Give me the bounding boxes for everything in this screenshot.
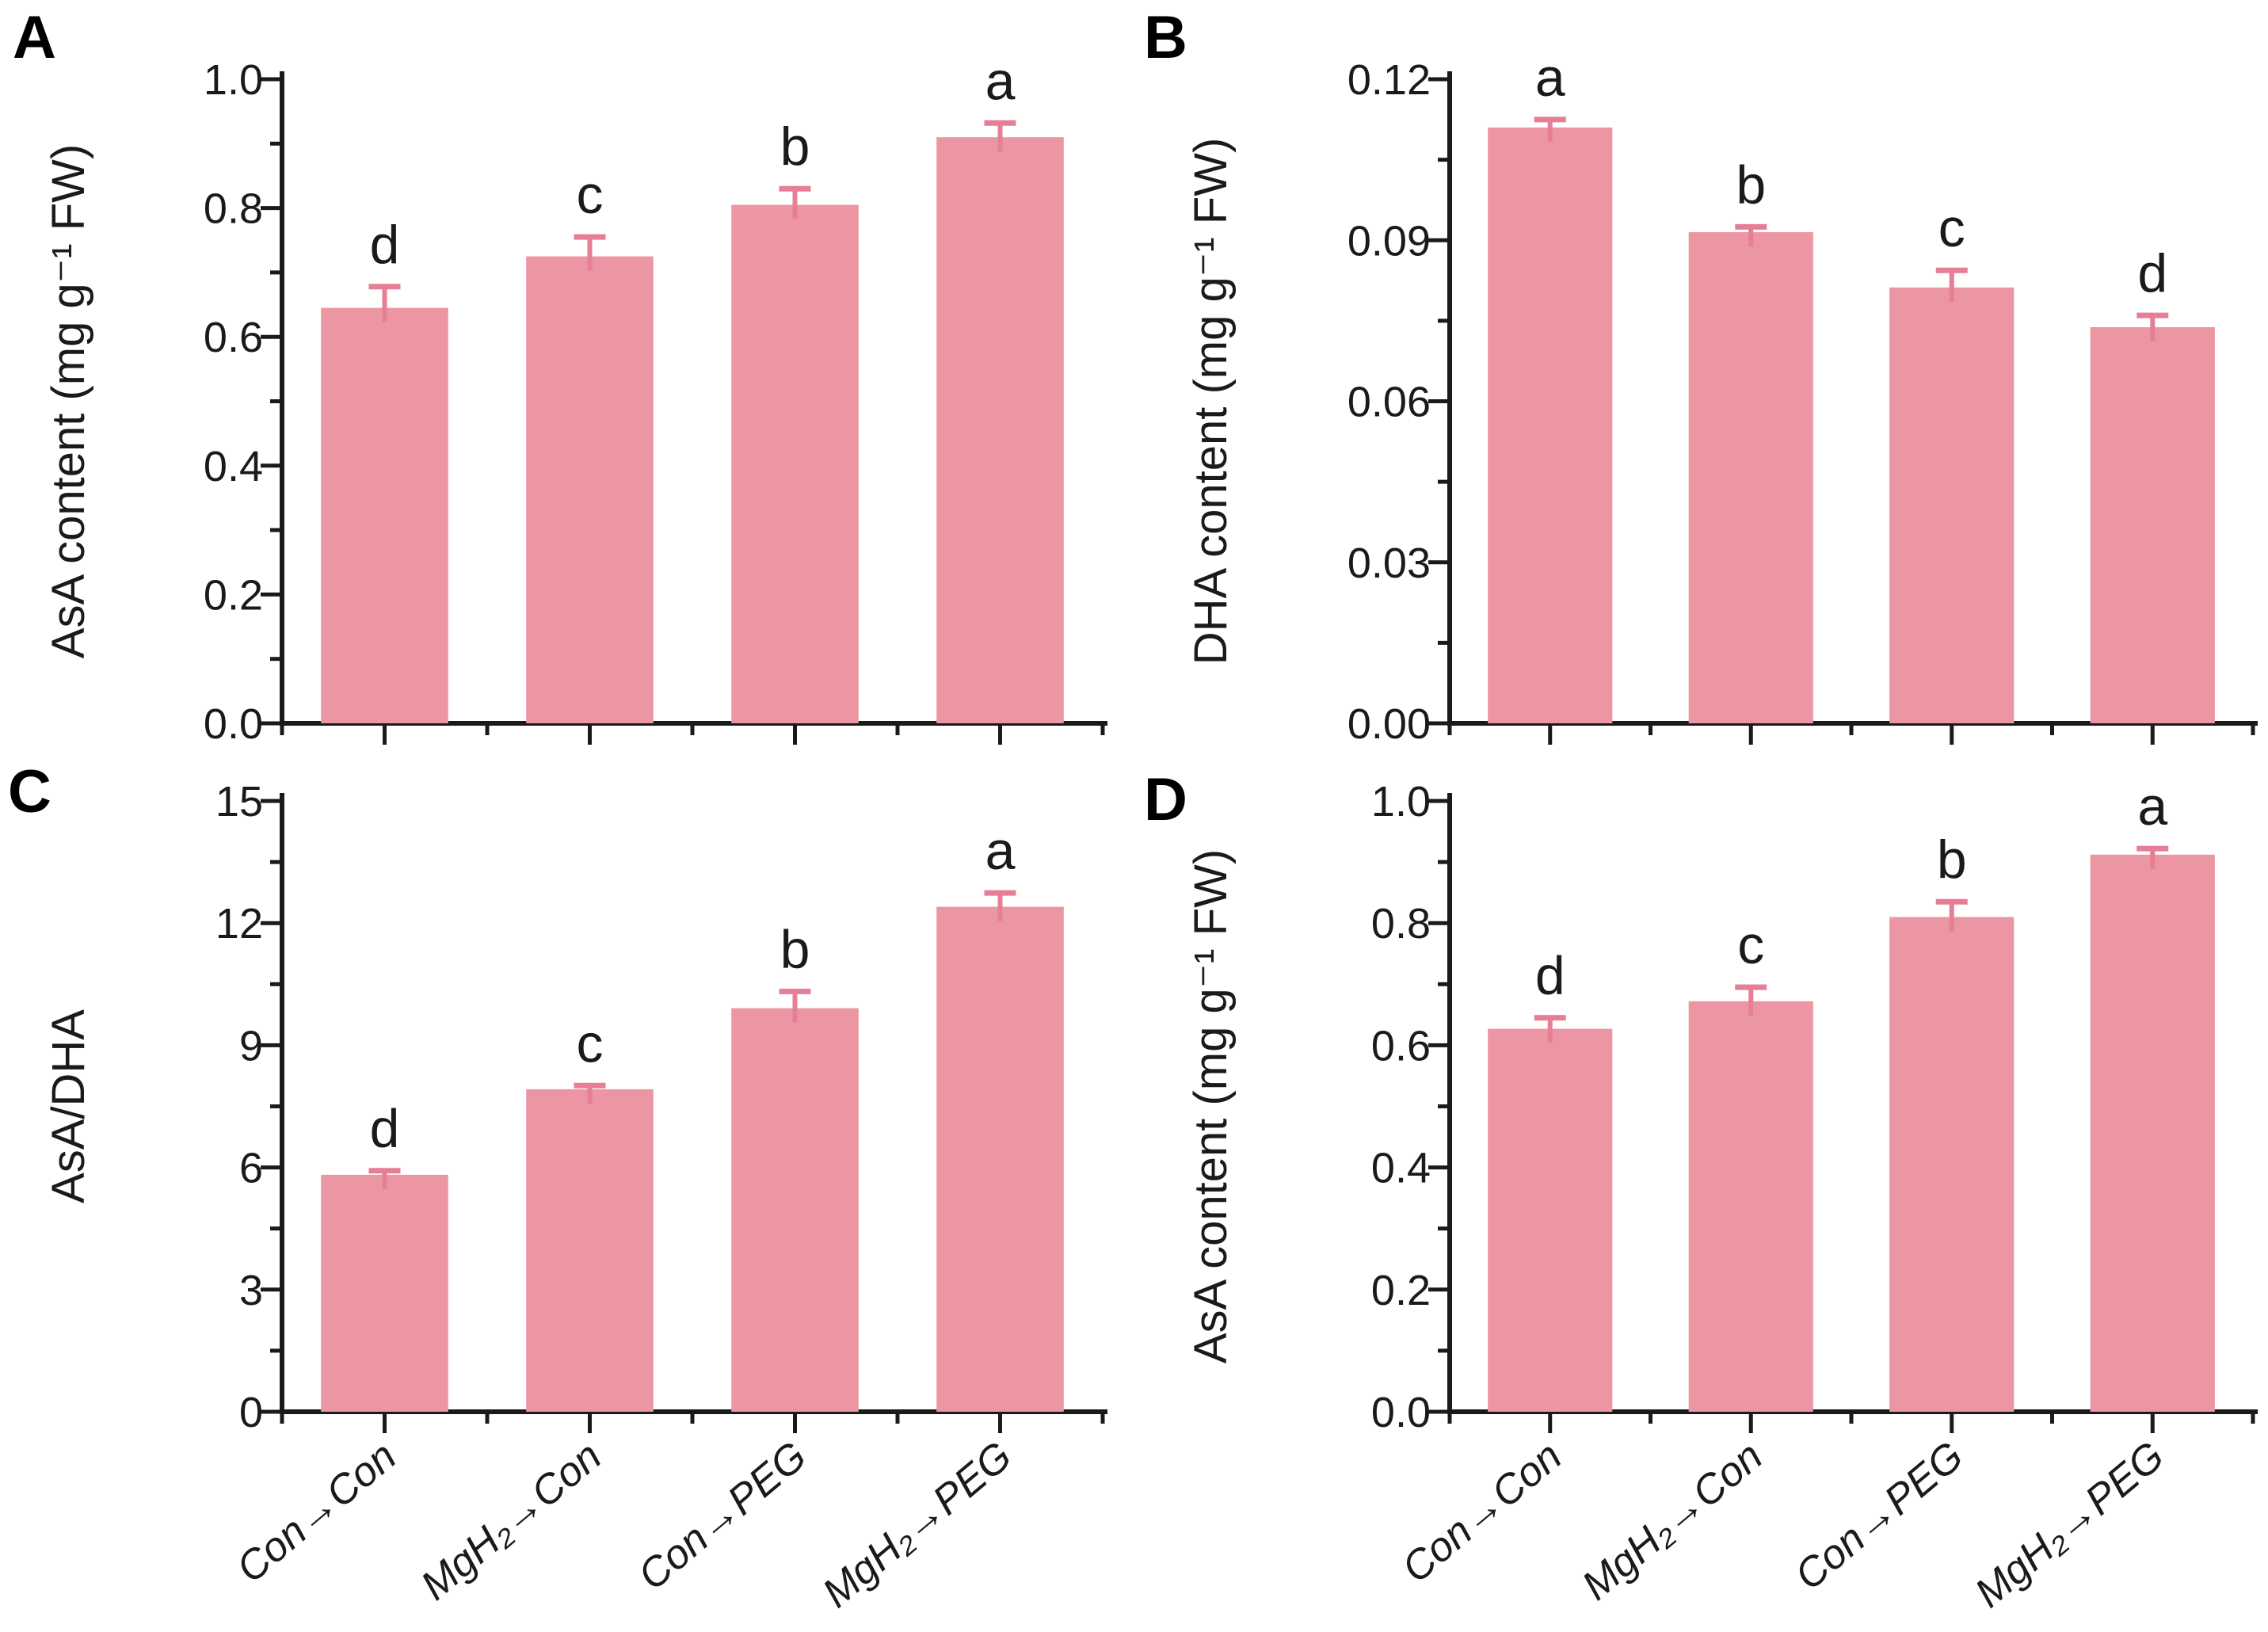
bar-3 <box>731 204 859 723</box>
x-tick-label: Con→Con <box>228 1433 405 1592</box>
y-tick-label: 0.6 <box>204 314 263 361</box>
y-axis-title: DHA content (mg g⁻¹ FW) <box>1185 138 1237 665</box>
bar-2 <box>1688 232 1813 723</box>
bar-3 <box>1889 917 2015 1412</box>
y-tick-label: 0.0 <box>1371 1389 1431 1436</box>
y-tick-label: 12 <box>215 900 263 948</box>
y-tick-label: 3 <box>239 1267 263 1314</box>
panel-b-chart: 0.00 0.03 0.06 0.09 0.12 a b c d DHA content (mg … <box>1185 48 2258 748</box>
x-tick-label: Con→Con <box>1393 1433 1570 1592</box>
x-tick-label: MgH₂→Con <box>413 1433 610 1609</box>
significance-letter: d <box>2137 243 2167 303</box>
y-axis-title: AsA/DHA <box>43 1009 94 1203</box>
y-tick-label: 0.4 <box>204 443 263 490</box>
y-tick-label: 0.8 <box>1371 900 1431 948</box>
bar-1 <box>321 1174 448 1412</box>
significance-letter: d <box>370 1099 400 1159</box>
significance-letter: c <box>577 1013 604 1073</box>
panel-letter-b: B <box>1144 4 1187 71</box>
significance-letter: c <box>1938 198 1965 258</box>
panel-letter-d: D <box>1144 766 1187 833</box>
bar-4 <box>936 137 1064 724</box>
y-tick-label: 0.0 <box>204 700 263 748</box>
significance-letter: b <box>780 116 810 177</box>
bar-4 <box>2090 327 2215 723</box>
y-tick-label: 9 <box>239 1022 263 1070</box>
y-tick-label: 0.8 <box>204 185 263 233</box>
y-tick-label: 1.0 <box>204 56 263 104</box>
y-tick-label: 0.00 <box>1347 700 1431 748</box>
significance-letter: a <box>985 51 1016 111</box>
x-tick-label: MgH₂→PEG <box>1966 1433 2173 1617</box>
bar-4 <box>2090 854 2215 1412</box>
y-tick-label: 0.12 <box>1347 56 1431 104</box>
panel-d-chart: 0.0 0.2 0.4 0.6 0.8 1.0 d Con→Con c MgH₂→Con b Con→… <box>1185 776 2258 1617</box>
significance-letter: c <box>1737 915 1764 975</box>
y-tick-label: 0.2 <box>204 571 263 619</box>
y-tick-label: 6 <box>239 1145 263 1192</box>
x-tick-label: MgH₂→PEG <box>814 1433 1021 1617</box>
panel-letter-a: A <box>13 4 56 71</box>
x-tick-label: Con→PEG <box>1786 1433 1972 1600</box>
y-tick-label: 0.4 <box>1371 1145 1431 1192</box>
y-axis-title: AsA content (mg g⁻¹ FW) <box>1185 849 1237 1363</box>
y-tick-label: 15 <box>215 778 263 826</box>
significance-letter: d <box>370 215 400 275</box>
panel-a-chart: 0.0 0.2 0.4 0.6 0.8 1.0 d c b a AsA content (mg g⁻… <box>43 51 1107 748</box>
y-tick-label: 0.06 <box>1347 379 1431 426</box>
bar-1 <box>1488 1028 1613 1412</box>
significance-letter: b <box>1736 154 1766 215</box>
significance-letter: a <box>985 821 1016 881</box>
panel-letter-c: C <box>8 758 51 826</box>
bar-3 <box>1889 287 2015 723</box>
significance-letter: d <box>1535 946 1565 1006</box>
y-tick-label: 1.0 <box>1371 778 1431 826</box>
y-tick-label: 0.6 <box>1371 1022 1431 1070</box>
significance-letter: a <box>1535 48 1565 108</box>
significance-letter: c <box>577 165 604 225</box>
bar-4 <box>936 906 1064 1412</box>
panel-c-chart: 0 3 6 9 12 15 d Con→Con c MgH₂→Con b Con→PEG a MgH₂→P… <box>43 778 1107 1617</box>
y-tick-label: 0.2 <box>1371 1267 1431 1314</box>
bar-1 <box>1488 127 1613 724</box>
significance-letter: a <box>2137 776 2167 837</box>
x-tick-label: MgH₂→Con <box>1573 1433 1771 1609</box>
bar-2 <box>526 256 654 723</box>
bar-3 <box>731 1008 859 1412</box>
x-tick-label: Con→PEG <box>630 1433 815 1600</box>
bar-2 <box>1688 1001 1813 1412</box>
y-tick-label: 0 <box>239 1389 263 1436</box>
bar-1 <box>321 307 448 723</box>
bar-2 <box>526 1089 654 1412</box>
y-tick-label: 0.09 <box>1347 217 1431 265</box>
significance-letter: b <box>1937 829 1967 890</box>
y-axis-title: AsA content (mg g⁻¹ FW) <box>43 144 94 658</box>
significance-letter: b <box>780 920 810 980</box>
y-tick-label: 0.03 <box>1347 540 1431 587</box>
